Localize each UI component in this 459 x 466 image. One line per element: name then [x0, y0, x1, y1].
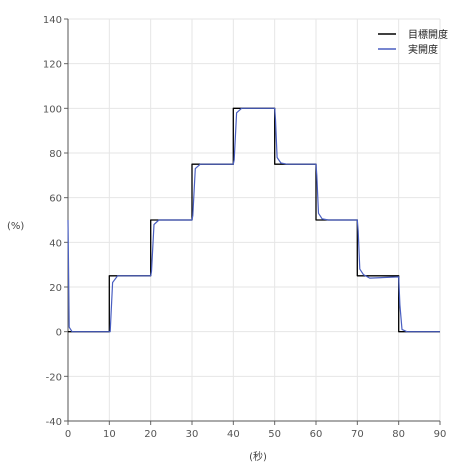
series-layer: [67, 107, 440, 333]
x-tick-label: 20: [144, 429, 157, 440]
legend: 目標開度 実開度: [378, 28, 448, 56]
x-tick-label: 40: [227, 429, 240, 440]
y-tick-label: 80: [49, 149, 62, 160]
x-tick-label: 60: [310, 429, 323, 440]
grid: [68, 18, 441, 422]
series-actual-line: [67, 107, 440, 333]
y-tick-label: 40: [49, 238, 62, 249]
x-tick-label: 10: [103, 429, 116, 440]
legend-label-target: 目標開度: [408, 28, 448, 41]
x-tick-label: 0: [65, 429, 71, 440]
y-tick-label: 140: [43, 15, 62, 26]
x-tick-label: 90: [434, 429, 447, 440]
y-tick-label: 20: [49, 283, 62, 294]
y-axis-title: (%): [7, 221, 24, 232]
series-target-line: [68, 107, 440, 333]
y-tick-label: 100: [43, 104, 62, 115]
x-tick-label: 70: [351, 429, 364, 440]
x-tick-label: 30: [186, 429, 199, 440]
axes: [64, 18, 441, 425]
y-tick-labels: -40 -20 0 20 40 60 80 100 120 140: [43, 15, 62, 428]
y-tick-label: 60: [49, 194, 62, 205]
y-tick-label: -20: [46, 372, 62, 383]
x-axis-title: (秒): [249, 450, 267, 463]
y-tick-label: -40: [46, 417, 62, 428]
x-tick-label: 80: [392, 429, 405, 440]
y-tick-label: 0: [56, 328, 62, 339]
legend-label-actual: 実開度: [408, 43, 438, 56]
y-tick-label: 120: [43, 60, 62, 71]
x-tick-label: 50: [268, 429, 281, 440]
x-tick-labels: 0 10 20 30 40 50 60 70 80 90: [65, 429, 447, 440]
